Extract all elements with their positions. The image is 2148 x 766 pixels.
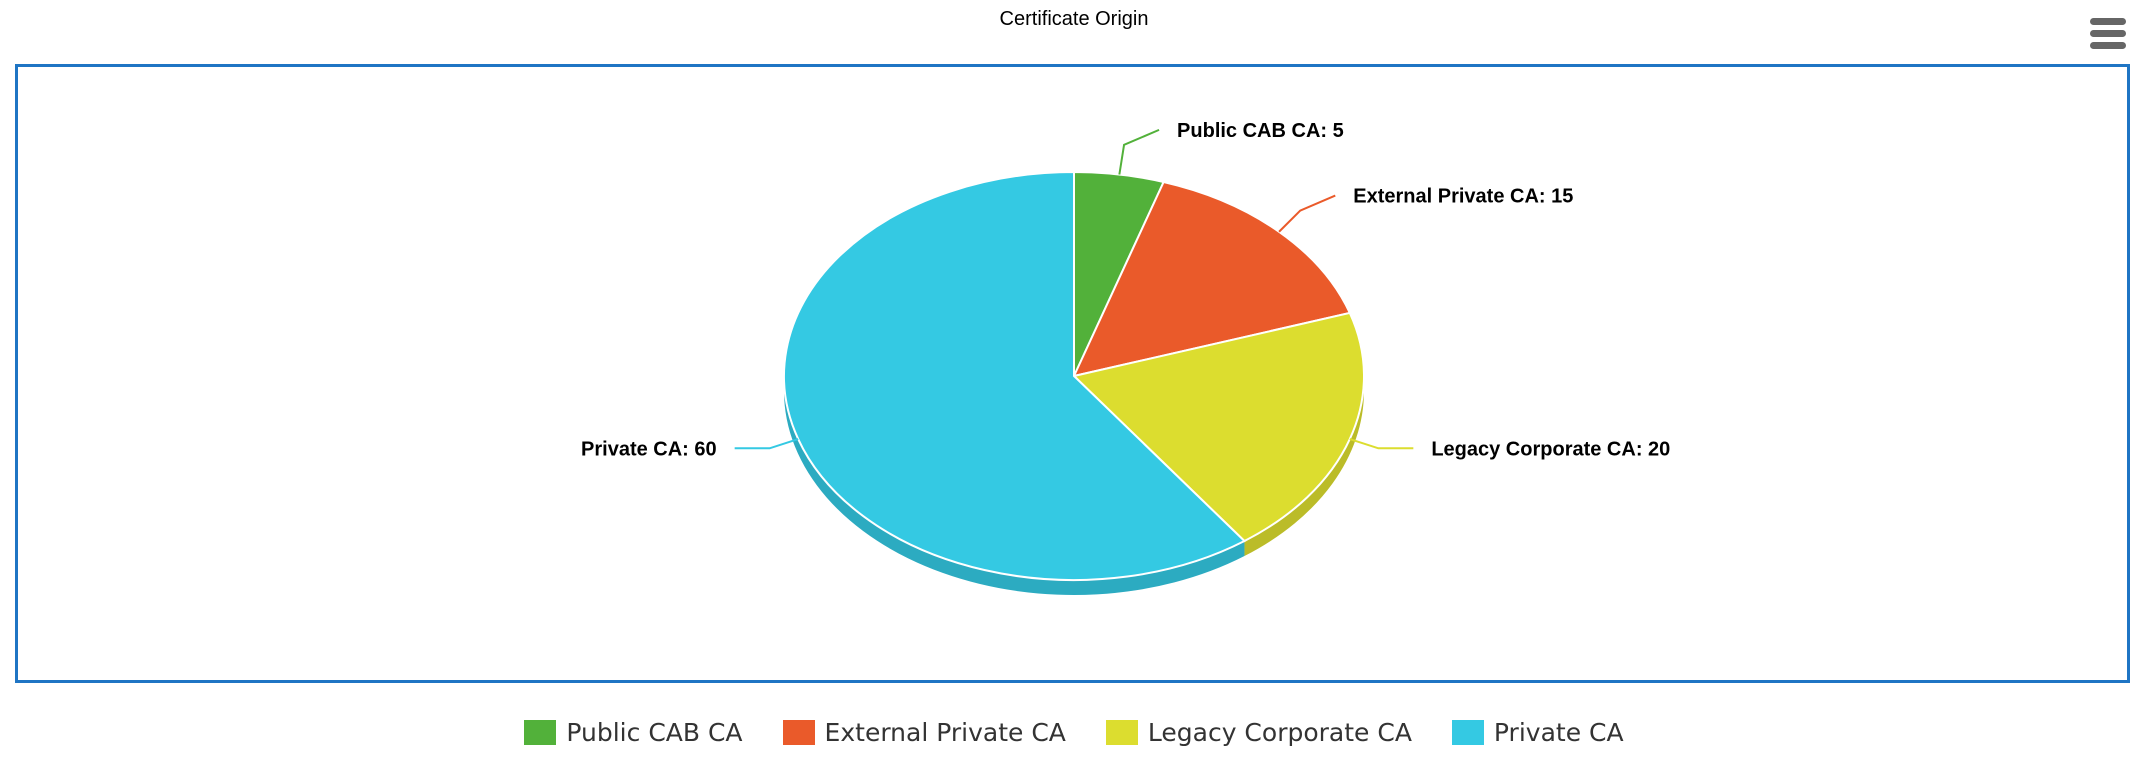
data-label-legacy-corporate-ca: Legacy Corporate CA: 20: [1431, 438, 1670, 460]
label-connector-legacy-corporate-ca: [1349, 438, 1414, 450]
chart-title: Certificate Origin: [999, 8, 1149, 30]
plot-area-frame: [15, 64, 2130, 683]
hamburger-menu-icon[interactable]: [2090, 18, 2126, 52]
legend-item-private-ca[interactable]: Private CA: [1451, 718, 1624, 747]
slice-side-legacy-corporate-ca: [1244, 376, 1364, 557]
legend-item-legacy-corporate-ca[interactable]: Legacy Corporate CA: [1105, 718, 1412, 747]
chart-legend: Public CAB CA External Private CA Legacy…: [0, 718, 2148, 747]
legend-label: Public CAB CA: [566, 718, 743, 747]
data-label-public-cab-ca: Public CAB CA: 5: [1177, 120, 1344, 142]
legend-label: Private CA: [1493, 718, 1624, 747]
legend-item-public-cab-ca[interactable]: Public CAB CA: [524, 718, 743, 747]
legend-swatch: [1451, 720, 1484, 745]
label-connector-private-ca: [734, 438, 799, 450]
legend-item-external-private-ca[interactable]: External Private CA: [782, 718, 1066, 747]
data-label-external-private-ca: External Private CA: 15: [1353, 186, 1573, 208]
legend-swatch: [524, 720, 557, 745]
legend-label: External Private CA: [824, 718, 1066, 747]
legend-swatch: [782, 720, 815, 745]
pie-slice-private-ca[interactable]: [783, 170, 1247, 581]
legend-label: Legacy Corporate CA: [1147, 718, 1412, 747]
data-label-private-ca: Private CA: 60: [581, 438, 717, 460]
legend-swatch: [1105, 720, 1138, 745]
slice-side-private-ca: [784, 376, 1245, 596]
label-connector-external-private-ca: [1278, 194, 1336, 233]
label-connector-public-cab-ca: [1118, 128, 1160, 175]
